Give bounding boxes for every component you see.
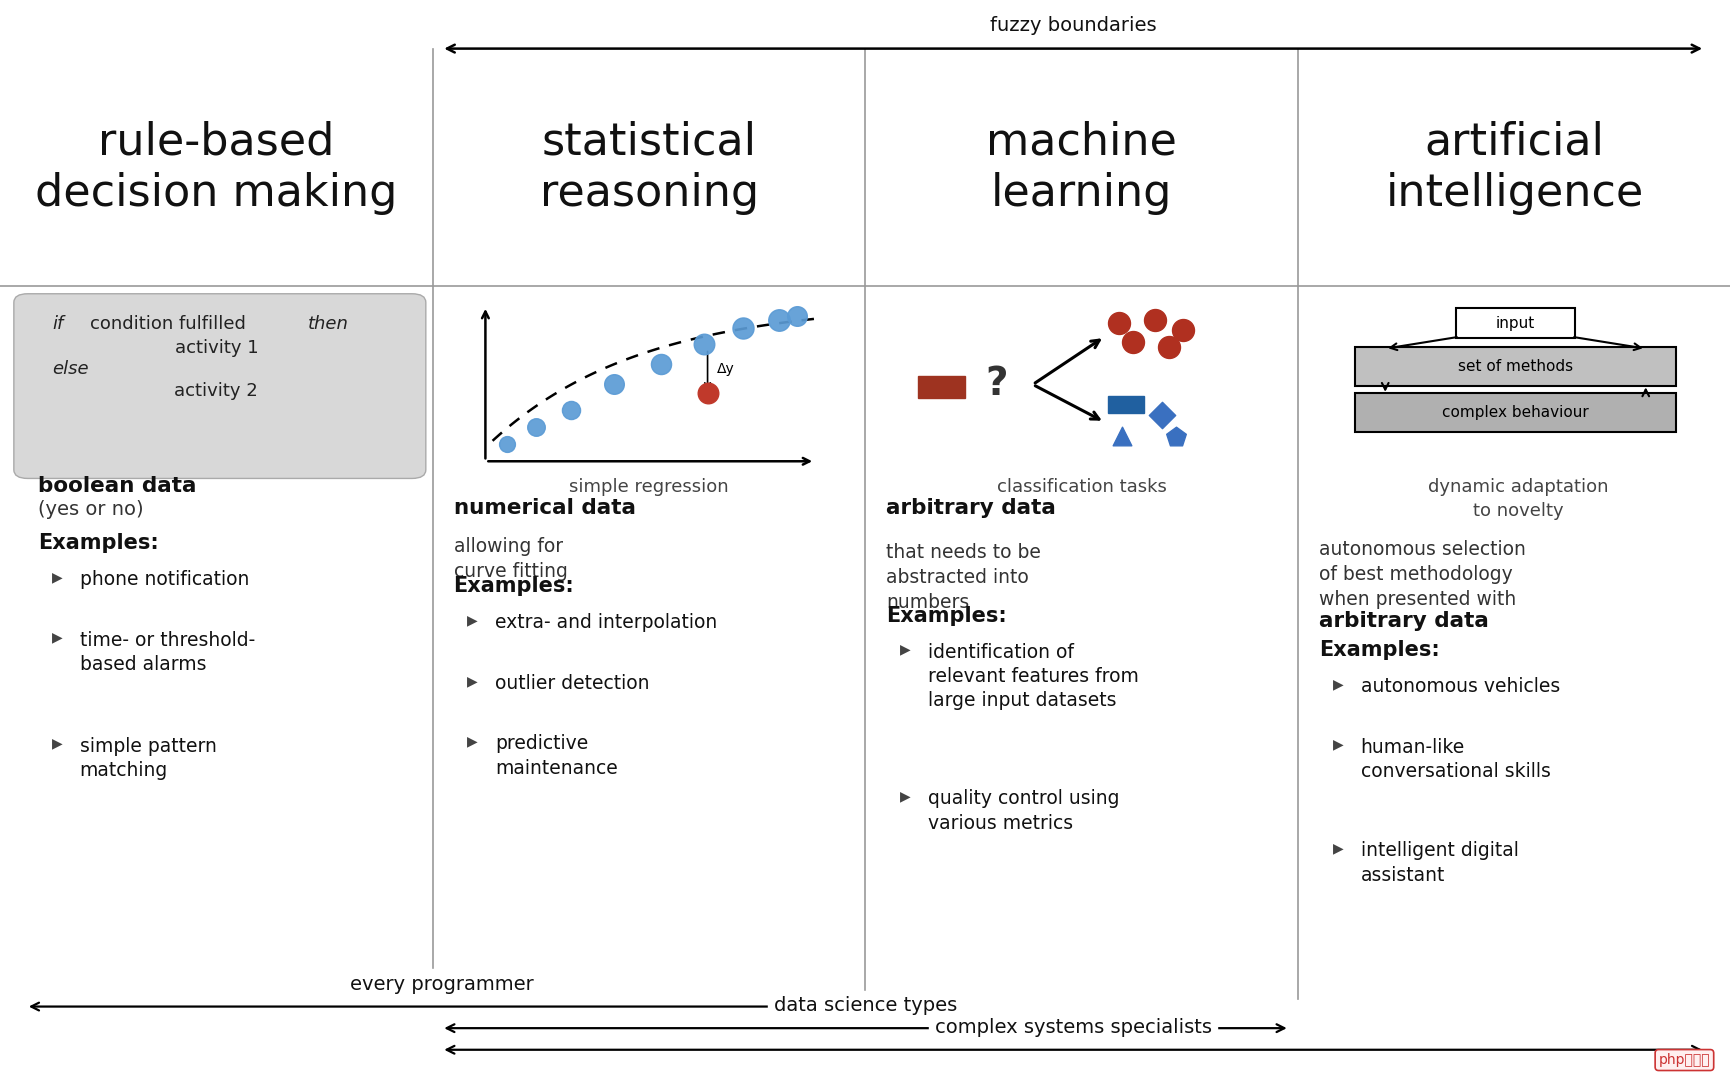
Text: extra- and interpolation: extra- and interpolation (495, 613, 716, 633)
Text: activity 1: activity 1 (175, 339, 258, 356)
Point (1104, 314, 1131, 332)
Text: ▶: ▶ (52, 570, 62, 584)
Point (1140, 311, 1168, 328)
Text: fuzzy boundaries: fuzzy boundaries (990, 15, 1156, 35)
Point (1161, 429, 1189, 446)
Point (1147, 406, 1175, 423)
Text: every programmer: every programmer (349, 974, 533, 994)
Point (1119, 333, 1147, 350)
Text: complex behaviour: complex behaviour (1441, 405, 1588, 420)
Text: statistical
reasoning: statistical reasoning (540, 120, 758, 215)
Text: (yes or no): (yes or no) (38, 500, 144, 519)
FancyBboxPatch shape (1355, 347, 1675, 387)
Text: phone notification: phone notification (80, 570, 249, 590)
Text: ▶: ▶ (1332, 841, 1342, 855)
Text: set of methods: set of methods (1457, 359, 1573, 374)
Text: autonomous vehicles: autonomous vehicles (1360, 677, 1559, 697)
FancyBboxPatch shape (1455, 308, 1574, 338)
Text: ▶: ▶ (900, 789, 910, 804)
Text: predictive
maintenance: predictive maintenance (495, 734, 618, 778)
Text: if: if (52, 315, 64, 333)
Point (557, 402, 585, 419)
Text: autonomous selection
of best methodology
when presented with: autonomous selection of best methodology… (1318, 540, 1526, 609)
Text: complex systems specialists: complex systems specialists (934, 1017, 1211, 1037)
Text: machine
learning: machine learning (986, 120, 1176, 215)
Point (690, 335, 718, 352)
Text: time- or threshold-
based alarms: time- or threshold- based alarms (80, 631, 254, 674)
Point (1107, 427, 1135, 444)
Point (694, 384, 721, 402)
Bar (1107, 396, 1144, 414)
Text: simple pattern
matching: simple pattern matching (80, 737, 216, 780)
Text: numerical data: numerical data (453, 498, 635, 517)
Text: data science types: data science types (773, 996, 957, 1015)
Point (1154, 338, 1182, 355)
Text: rule-based
decision making: rule-based decision making (35, 120, 398, 215)
Text: Examples:: Examples: (1318, 640, 1439, 660)
FancyBboxPatch shape (14, 294, 426, 478)
Text: simple regression: simple regression (569, 478, 728, 497)
Text: dynamic adaptation
to novelty: dynamic adaptation to novelty (1427, 478, 1607, 521)
Text: then: then (308, 315, 349, 333)
Text: ▶: ▶ (1332, 677, 1342, 691)
Point (647, 355, 675, 373)
Text: allowing for
curve fitting: allowing for curve fitting (453, 537, 567, 581)
Text: ▶: ▶ (1332, 738, 1342, 752)
Text: php中文网: php中文网 (1657, 1053, 1709, 1067)
Text: ▶: ▶ (467, 674, 477, 688)
Text: human-like
conversational skills: human-like conversational skills (1360, 738, 1550, 781)
Text: quality control using
various metrics: quality control using various metrics (927, 789, 1119, 833)
Text: activity 2: activity 2 (175, 382, 258, 400)
Text: condition fulfilled: condition fulfilled (90, 315, 246, 333)
Text: ▶: ▶ (467, 613, 477, 627)
Text: Δy: Δy (716, 362, 734, 376)
Point (600, 376, 628, 393)
Bar (917, 376, 964, 399)
Text: outlier detection: outlier detection (495, 674, 649, 693)
Text: arbitrary data: arbitrary data (886, 498, 1055, 517)
Text: Examples:: Examples: (38, 534, 159, 553)
Text: that needs to be
abstracted into
numbers: that needs to be abstracted into numbers (886, 543, 1040, 612)
Text: boolean data: boolean data (38, 476, 197, 496)
Text: input: input (1495, 315, 1535, 330)
FancyBboxPatch shape (1355, 393, 1675, 432)
Text: identification of
relevant features from
large input datasets: identification of relevant features from… (927, 643, 1138, 711)
Text: artificial
intelligence: artificial intelligence (1384, 120, 1643, 215)
Point (728, 320, 756, 337)
Text: arbitrary data: arbitrary data (1318, 611, 1488, 631)
Point (1169, 321, 1197, 338)
Text: classification tasks: classification tasks (996, 478, 1166, 497)
Text: ▶: ▶ (52, 737, 62, 751)
Point (521, 419, 548, 436)
Text: Examples:: Examples: (453, 577, 574, 596)
Text: intelligent digital
assistant: intelligent digital assistant (1360, 841, 1517, 885)
Text: ▶: ▶ (467, 734, 477, 748)
Text: Examples:: Examples: (886, 606, 1007, 625)
Text: else: else (52, 361, 88, 378)
Text: ▶: ▶ (52, 631, 62, 645)
Point (784, 308, 811, 325)
Text: ▶: ▶ (900, 643, 910, 657)
Point (765, 311, 792, 328)
Point (493, 435, 521, 453)
Text: ?: ? (984, 365, 1007, 404)
